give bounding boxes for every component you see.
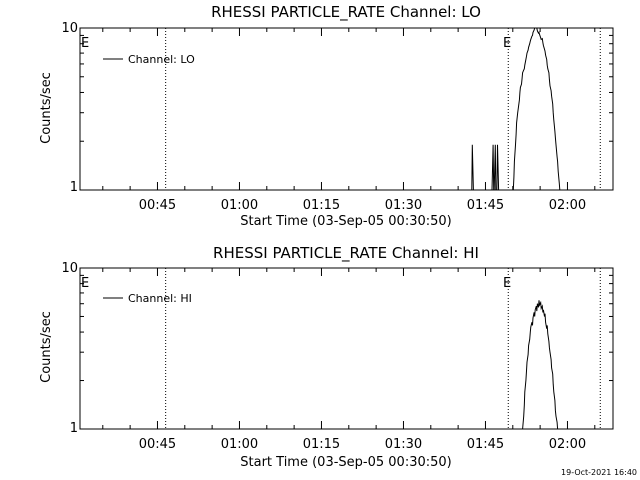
x-tick-label: 01:15 — [303, 198, 340, 213]
x-tick-label: 01:15 — [303, 437, 340, 452]
x-tick-label: 01:30 — [385, 437, 422, 452]
x-tick-label: 02:00 — [549, 437, 586, 452]
y-tick-label: 1 — [70, 421, 78, 436]
y-axis-label: Counts/sec — [39, 72, 54, 144]
y-tick-label: 10 — [61, 21, 78, 36]
x-axis-label: Start Time (03-Sep-05 00:30:50) — [240, 455, 451, 470]
hi-channel-panel: RHESSI PARTICLE_RATE Channel: HI Counts/… — [39, 244, 614, 470]
event-marker-label: E — [503, 276, 511, 291]
event-marker-label: E — [81, 276, 89, 291]
x-tick-label: 01:00 — [221, 437, 258, 452]
x-tick-label: 00:45 — [139, 198, 176, 213]
event-marker-label: E — [81, 36, 89, 51]
lo-channel-panel: RHESSI PARTICLE_RATE Channel: LO Counts/… — [39, 3, 614, 229]
x-tick-label: 00:45 — [139, 437, 176, 452]
series-line-channel-lo — [470, 27, 566, 191]
x-tick-label: 01:45 — [467, 437, 504, 452]
y-tick-label: 10 — [61, 261, 78, 276]
x-tick-label: 01:30 — [385, 198, 422, 213]
x-tick-label: 01:00 — [221, 198, 258, 213]
x-tick-label: 02:00 — [549, 198, 586, 213]
x-axis-label: Start Time (03-Sep-05 00:30:50) — [240, 214, 451, 229]
event-marker-label: E — [503, 36, 511, 51]
generation-timestamp: 19-Oct-2021 16:40 — [561, 468, 637, 477]
plot-frame — [79, 27, 614, 191]
y-axis-label: Counts/sec — [39, 311, 54, 383]
legend-label: Channel: HI — [128, 292, 192, 305]
series-line-channel-hi — [522, 300, 559, 430]
chart-title: RHESSI PARTICLE_RATE Channel: LO — [211, 3, 481, 22]
x-tick-label: 01:45 — [467, 198, 504, 213]
y-tick-label: 1 — [70, 180, 78, 195]
legend-label: Channel: LO — [128, 53, 195, 66]
chart-title: RHESSI PARTICLE_RATE Channel: HI — [213, 244, 479, 263]
plot-frame — [79, 267, 614, 430]
